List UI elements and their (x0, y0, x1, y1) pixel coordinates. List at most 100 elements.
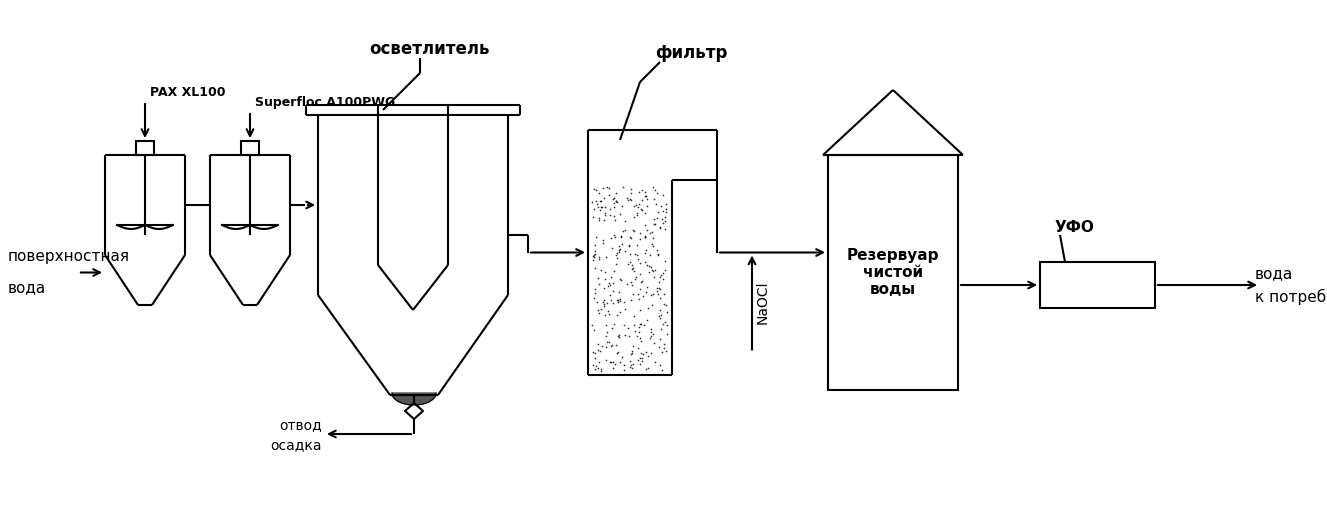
Point (614, 366, 636, 374)
Point (592, 342, 613, 350)
Point (601, 341, 622, 350)
Point (620, 361, 641, 369)
Point (602, 357, 624, 366)
Point (652, 348, 673, 356)
Point (610, 276, 632, 284)
Point (601, 324, 622, 332)
Point (604, 212, 625, 220)
Point (641, 349, 662, 357)
Point (653, 344, 674, 352)
Point (632, 186, 653, 194)
Point (608, 296, 629, 304)
Point (629, 322, 650, 331)
Point (630, 349, 652, 357)
Point (648, 290, 669, 298)
Point (594, 209, 616, 217)
Point (649, 306, 670, 314)
Point (633, 291, 654, 300)
Point (622, 281, 644, 289)
Point (637, 303, 658, 312)
Point (609, 308, 630, 316)
Point (642, 266, 664, 275)
Point (649, 314, 670, 322)
Point (650, 325, 671, 333)
Text: вода: вода (8, 280, 46, 295)
Point (636, 192, 657, 200)
Point (634, 258, 656, 266)
Point (597, 307, 618, 316)
Point (614, 305, 636, 313)
Point (634, 192, 656, 201)
Point (640, 291, 661, 300)
Point (588, 339, 609, 348)
Point (609, 242, 630, 250)
Point (628, 255, 649, 263)
Point (612, 353, 633, 362)
Point (585, 186, 606, 194)
Point (630, 320, 652, 328)
Point (650, 285, 671, 293)
Point (600, 357, 621, 366)
Text: Superfloc A100PWG: Superfloc A100PWG (255, 96, 395, 109)
Point (654, 340, 675, 349)
Point (596, 331, 617, 340)
Point (633, 350, 654, 358)
Point (657, 308, 678, 317)
Point (621, 265, 642, 273)
Point (585, 197, 606, 205)
Point (610, 232, 632, 240)
Point (594, 210, 616, 219)
Point (653, 290, 674, 298)
Point (602, 195, 624, 203)
Bar (135, 141, 154, 155)
Point (622, 226, 644, 234)
Point (583, 361, 604, 369)
Point (637, 283, 658, 291)
Point (656, 205, 677, 213)
Polygon shape (405, 403, 423, 419)
Point (609, 245, 630, 253)
Point (608, 332, 629, 340)
Point (621, 185, 642, 193)
Point (601, 244, 622, 253)
Point (634, 209, 656, 218)
Point (626, 209, 648, 217)
Point (594, 311, 616, 319)
Point (604, 216, 625, 224)
Point (640, 334, 661, 342)
Point (646, 284, 667, 292)
Point (644, 194, 665, 203)
Point (650, 202, 671, 210)
Point (597, 338, 618, 346)
Point (624, 312, 645, 320)
Point (620, 232, 641, 241)
Point (646, 214, 667, 222)
Point (606, 348, 628, 356)
Point (589, 280, 610, 288)
Point (591, 365, 612, 374)
Point (585, 233, 606, 242)
Point (598, 310, 620, 318)
Point (654, 266, 675, 274)
Point (654, 300, 675, 308)
Point (614, 247, 636, 255)
Point (584, 184, 605, 193)
Point (587, 306, 608, 314)
Point (598, 279, 620, 287)
Point (592, 239, 613, 247)
Point (628, 356, 649, 364)
Point (646, 245, 667, 254)
Point (630, 319, 652, 328)
Point (606, 349, 628, 357)
Point (656, 346, 677, 355)
Point (596, 321, 617, 329)
Point (646, 287, 667, 295)
Point (654, 318, 675, 326)
Point (593, 194, 614, 202)
Point (636, 348, 657, 356)
Point (622, 290, 644, 299)
Point (593, 283, 614, 292)
Point (637, 364, 658, 372)
Point (621, 196, 642, 204)
Point (616, 194, 637, 203)
